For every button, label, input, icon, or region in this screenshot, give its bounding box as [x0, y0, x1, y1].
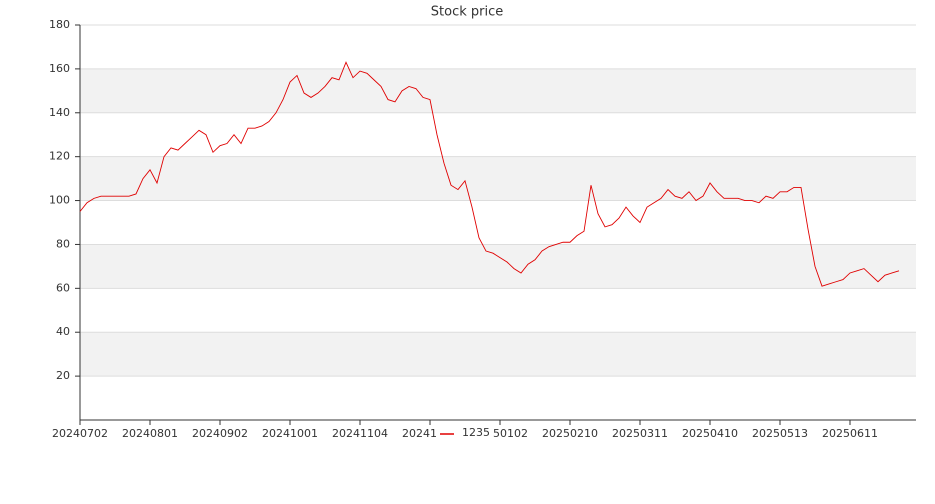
y-tick-label: 100: [49, 194, 70, 207]
line-series: [79, 61, 900, 287]
bands: [80, 68, 916, 377]
y-tick-label: 20: [56, 369, 70, 382]
grid-band: [80, 332, 916, 377]
y-tick-label: 80: [56, 237, 70, 250]
grid-band: [80, 68, 916, 113]
y-tick-label: 40: [56, 325, 70, 338]
y-tick-label: 140: [49, 106, 70, 119]
x-tick-label: 20250513: [752, 427, 808, 440]
x-tick-label: 20241104: [332, 427, 388, 440]
legend-box: [436, 426, 492, 442]
y-tick-label: 120: [49, 150, 70, 163]
grid-band: [80, 156, 916, 201]
x-tick-label: 20240801: [122, 427, 178, 440]
x-tick-label: 20240902: [192, 427, 248, 440]
y-tick-label: 180: [49, 18, 70, 31]
chart-title: Stock price: [431, 5, 503, 20]
x-tick-label: 20241001: [262, 427, 318, 440]
x-tick-label: 20240702: [52, 427, 108, 440]
y-tick-label: 60: [56, 281, 70, 294]
grid-band: [80, 244, 916, 289]
x-tick-label: 20250311: [612, 427, 668, 440]
x-tick-label: 20250611: [822, 427, 878, 440]
x-tick-label: 20250410: [682, 427, 738, 440]
y-tick-label: 160: [49, 62, 70, 75]
legend-label: 1235: [462, 426, 490, 439]
x-tick-label: 20250210: [542, 427, 598, 440]
